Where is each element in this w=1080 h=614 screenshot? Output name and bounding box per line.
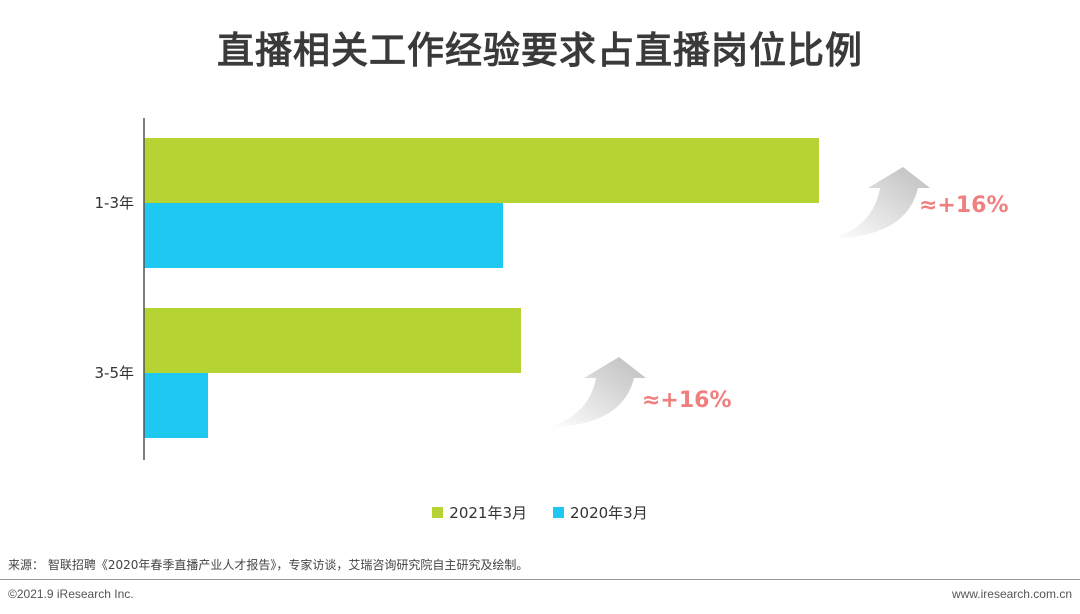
trend-arrow-icon-2	[546, 357, 646, 427]
website-text: www.iresearch.com.cn	[951, 587, 1072, 601]
bar-2020-1	[144, 203, 503, 268]
legend-label-2020: 2020年3月	[570, 504, 648, 522]
copyright-text: ©2021.9 iResearch Inc.	[8, 587, 134, 601]
bar-2021-2	[144, 308, 521, 373]
growth-annotation-2: ≈+16%	[642, 388, 732, 413]
y-tick-label-1: 1-3年	[95, 194, 135, 212]
legend-item-2020: 2020年3月	[553, 502, 648, 523]
legend-swatch-2020	[553, 507, 564, 518]
footer-divider	[0, 579, 1080, 580]
bar-2020-2	[144, 373, 208, 438]
legend-item-2021: 2021年3月	[432, 502, 527, 523]
chart-title: 直播相关工作经验要求占直播岗位比例	[217, 29, 863, 72]
bar-2021-1	[144, 138, 819, 203]
legend-swatch-2021	[432, 507, 444, 518]
source-note: 来源： 智联招聘《2020年春季直播产业人才报告》，专家访谈，艾瑞咨询研究院自主…	[8, 558, 529, 572]
growth-annotation-1: ≈+16%	[919, 193, 1009, 218]
legend-label-2021: 2021年3月	[449, 504, 527, 522]
bar-chart: 1-3年 3-5年	[95, 118, 930, 460]
trend-arrow-icon-1	[830, 167, 930, 238]
y-tick-label-2: 3-5年	[95, 364, 135, 382]
bars-group	[144, 138, 819, 438]
chart-legend: 2021年3月 2020年3月	[0, 502, 1080, 523]
